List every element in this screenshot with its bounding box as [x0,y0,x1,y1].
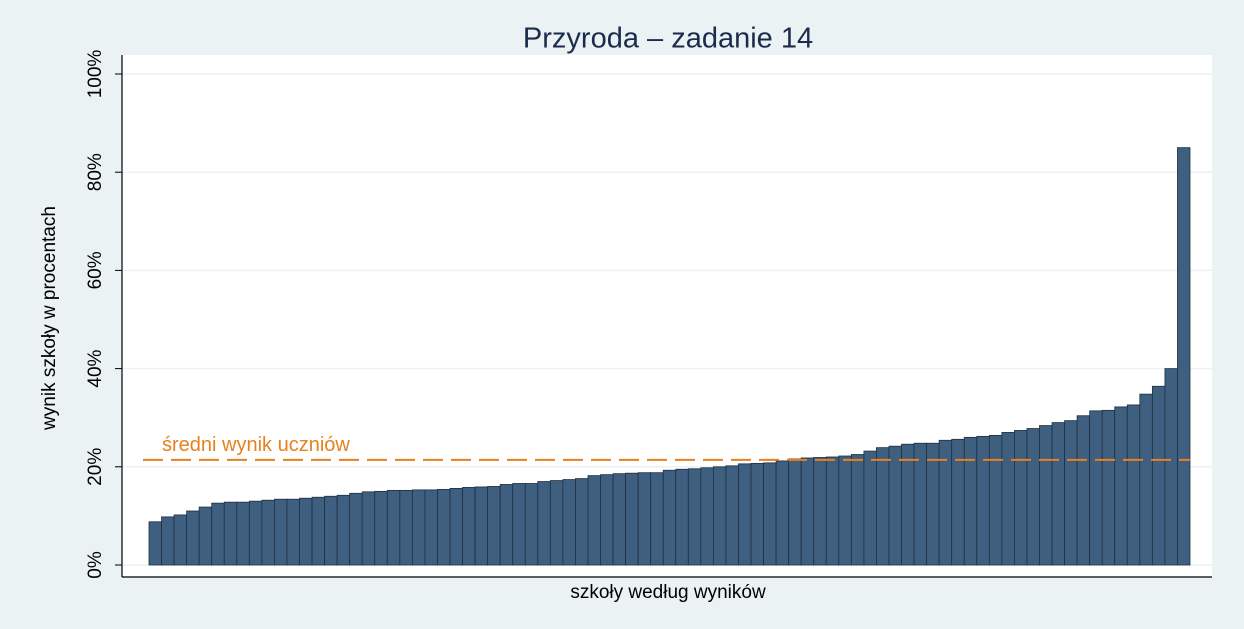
bar [662,469,677,566]
bar [487,486,501,566]
bar [211,502,225,566]
y-tick-label: 0% [85,551,106,579]
bar [399,489,413,566]
bar [374,490,388,566]
x-axis-label: szkoły według wyników [570,582,766,603]
bar [788,458,802,566]
bar [437,488,451,566]
y-axis-label: wynik szkoły w procentach [39,206,60,431]
bar [1126,404,1141,566]
bar [198,506,213,566]
y-tick-label: 40% [85,349,106,387]
bar [411,489,426,566]
bar [825,456,840,566]
bar [575,478,589,566]
y-tick-label: 100% [85,50,106,99]
bar [612,473,627,566]
bar [725,465,739,566]
bar [524,483,539,566]
bar [650,472,664,566]
bar [274,498,288,566]
bar [712,466,727,566]
bar [913,442,928,566]
bar [311,496,325,566]
bar [1164,368,1178,566]
bar [738,463,752,566]
bar [1026,428,1040,566]
bar [888,445,902,566]
bar [186,510,200,566]
bar [512,483,526,566]
bar [700,467,714,566]
bar [587,475,601,566]
bar [386,489,401,566]
y-tick-label: 20% [85,448,106,486]
bar [763,462,777,566]
annotation: średni wynik uczniów [162,434,350,456]
y-tick-label: 60% [85,251,106,289]
bar [813,457,827,566]
bar [951,438,965,566]
bar [248,500,263,566]
bar [1064,420,1078,566]
bar [1151,385,1166,566]
bar [637,472,652,566]
bar [863,450,877,566]
bar [424,489,438,566]
bar [963,436,978,566]
bar [299,497,313,566]
bar [687,468,702,566]
bar [161,516,175,566]
bar [901,443,915,566]
bar [775,460,790,566]
bar [800,457,815,566]
bar [876,447,890,566]
bar [926,442,940,566]
bar [838,455,852,566]
bar [1014,430,1028,566]
bar [1101,409,1116,566]
bar [1177,147,1191,566]
bar [324,495,338,566]
bar [1051,422,1065,566]
bar [675,468,689,566]
bar [625,472,639,566]
bar [148,521,162,566]
bar [1039,425,1053,566]
bar [462,487,476,566]
bar [1114,406,1128,566]
bar [562,479,576,566]
bar [236,501,250,566]
bar [1076,415,1091,566]
bar [600,474,614,566]
bar [449,488,463,566]
bar [286,498,300,566]
y-tick-label: 80% [85,153,106,191]
chart-title: Przyroda – zadanie 14 [523,23,813,55]
bar [537,481,551,566]
bar [361,491,376,566]
bar [261,499,275,566]
bar [1001,432,1015,566]
bar [474,486,489,566]
bar [1139,393,1153,566]
bar [173,514,188,566]
bar [750,462,764,566]
bar [976,435,990,566]
bar [850,454,865,566]
bar [988,434,1003,566]
bar [349,492,363,566]
bar [499,484,514,566]
bar [336,494,351,566]
bar [1089,410,1103,566]
bar [223,501,238,566]
bar [549,480,564,566]
